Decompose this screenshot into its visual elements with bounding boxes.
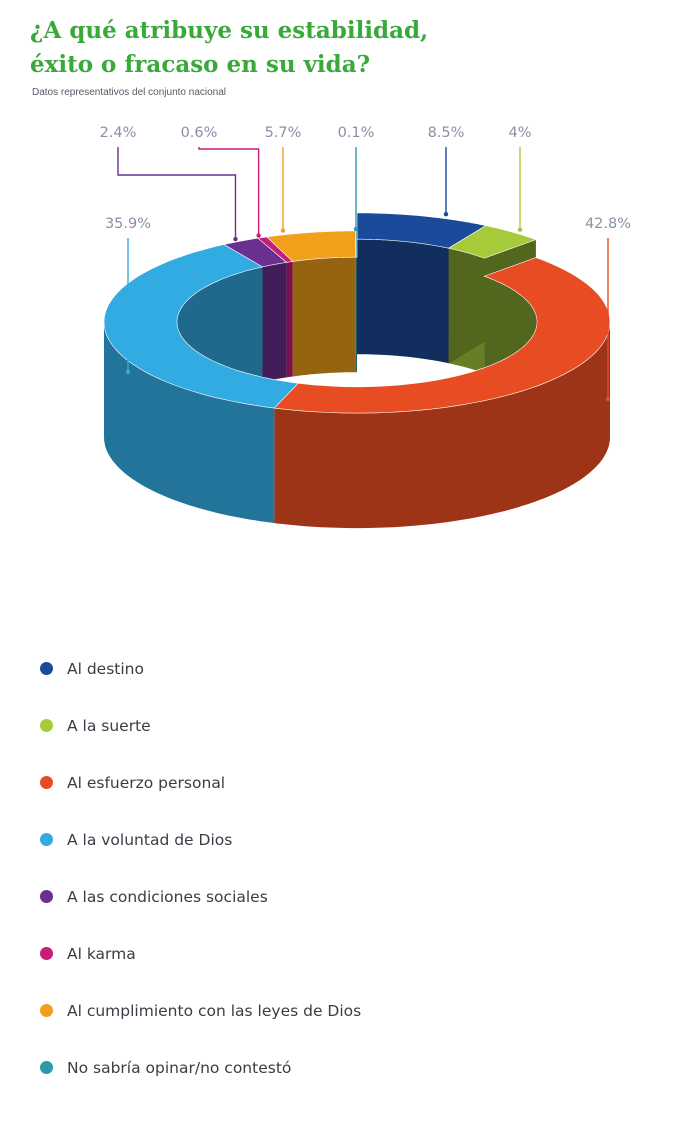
leader-dot-al-destino (443, 212, 449, 217)
legend-item-a-la-suerte: A la suerte (40, 697, 361, 754)
value-labels: 8.5% 4% 42.8% 35.9% 2.4% 0.6% 5.7% 0.1% (100, 125, 631, 402)
chart-subtitle: Datos representativos del conjunto nacio… (32, 87, 227, 98)
outer-wall-a-la-voluntad-de-dios (104, 322, 275, 524)
legend-label: No sabría opinar/no contestó (67, 1058, 292, 1077)
chart-title: ¿A qué atribuye su estabilidad, éxito o … (30, 14, 670, 82)
legend-swatch (40, 719, 53, 732)
legend-swatch (40, 1004, 53, 1017)
value-label-a-la-voluntad-de-dios: 35.9% (105, 216, 151, 232)
legend-item-al-destino: Al destino (40, 640, 361, 697)
slice-no-sabria-opinar-no-contesto (355, 230, 358, 258)
legend-label: Al esfuerzo personal (67, 773, 226, 792)
legend-item-al-cumplimiento-con-las-leyes-de-dios: Al cumplimiento con las leyes de Dios (40, 982, 361, 1039)
leader-dot-a-las-condiciones-sociales (233, 236, 238, 242)
legend-item-al-karma: Al karma (40, 925, 361, 982)
leader-line-al-karma (198, 147, 260, 236)
chart-legend: Al destino A la suerte Al esfuerzo persona… (40, 652, 361, 1096)
slice-a-la-suerte (447, 225, 537, 259)
leader-dot-no-sabria-opinar-no-contesto (353, 226, 359, 232)
legend-swatch (40, 776, 53, 789)
inner-wall-no-sabria-opinar-no-contesto (355, 257, 357, 373)
legend-label: Al cumplimiento con las leyes de Dios (67, 1001, 362, 1020)
legend-label: Al destino (67, 659, 144, 678)
legend-swatch (40, 662, 53, 675)
slice-tops (103, 212, 611, 414)
legend-item-a-la-voluntad-de-dios: A la voluntad de Dios (40, 811, 361, 868)
value-label-no-sabria-opinar-no-contesto: 0.1% (338, 125, 375, 141)
leader-line-a-las-condiciones-sociales (117, 147, 237, 240)
value-label-al-destino: 8.5% (428, 125, 465, 141)
value-label-al-cumplimiento-con-las-leyes-de-dios: 5.7% (265, 125, 302, 141)
legend-swatch (40, 947, 53, 960)
leader-dot-al-cumplimiento-con-las-leyes-de-dios (280, 228, 286, 233)
leader-dot-al-karma (256, 233, 261, 238)
legend-label: A la suerte (67, 716, 151, 735)
inner-wall-al-karma (286, 261, 293, 378)
chart-title-line-1: ¿A qué atribuye su estabilidad, (30, 17, 429, 44)
inner-wall-al-cumplimiento-con-las-leyes-de-dios (292, 257, 356, 377)
side-face-a-la-suerte-0 (448, 225, 486, 364)
outer-wall-al-esfuerzo-personal (274, 322, 610, 529)
legend-swatch (40, 833, 53, 846)
value-label-a-la-suerte: 4% (508, 125, 531, 141)
leader-dot-a-la-suerte (517, 227, 523, 232)
value-label-a-las-condiciones-sociales: 2.4% (100, 125, 137, 141)
leader-dot-a-la-voluntad-de-dios (125, 369, 131, 374)
chart-title-line-2: éxito o fracaso en su vida? (30, 51, 371, 78)
value-label-al-esfuerzo-personal: 42.8% (585, 216, 631, 232)
legend-label: A las condiciones sociales (67, 887, 268, 906)
value-label-al-karma: 0.6% (181, 125, 218, 141)
legend-swatch (40, 1061, 53, 1074)
legend-item-a-las-condiciones-sociales: A las condiciones sociales (40, 868, 361, 925)
legend-item-no-sabria-opinar-no-contesto: No sabría opinar/no contestó (40, 1039, 361, 1096)
donut-chart: 8.5% 4% 42.8% 35.9% 2.4% 0.6% 5.7% 0.1% (100, 125, 631, 529)
inner-wall-al-destino (357, 239, 449, 364)
leader-dot-al-esfuerzo-personal (605, 396, 611, 402)
legend-label: A la voluntad de Dios (67, 830, 233, 849)
inner-wall-a-las-condiciones-sociales (262, 262, 287, 382)
legend-swatch (40, 890, 53, 903)
legend-label: Al karma (67, 944, 136, 963)
legend-item-al-esfuerzo-personal: Al esfuerzo personal (40, 754, 361, 811)
